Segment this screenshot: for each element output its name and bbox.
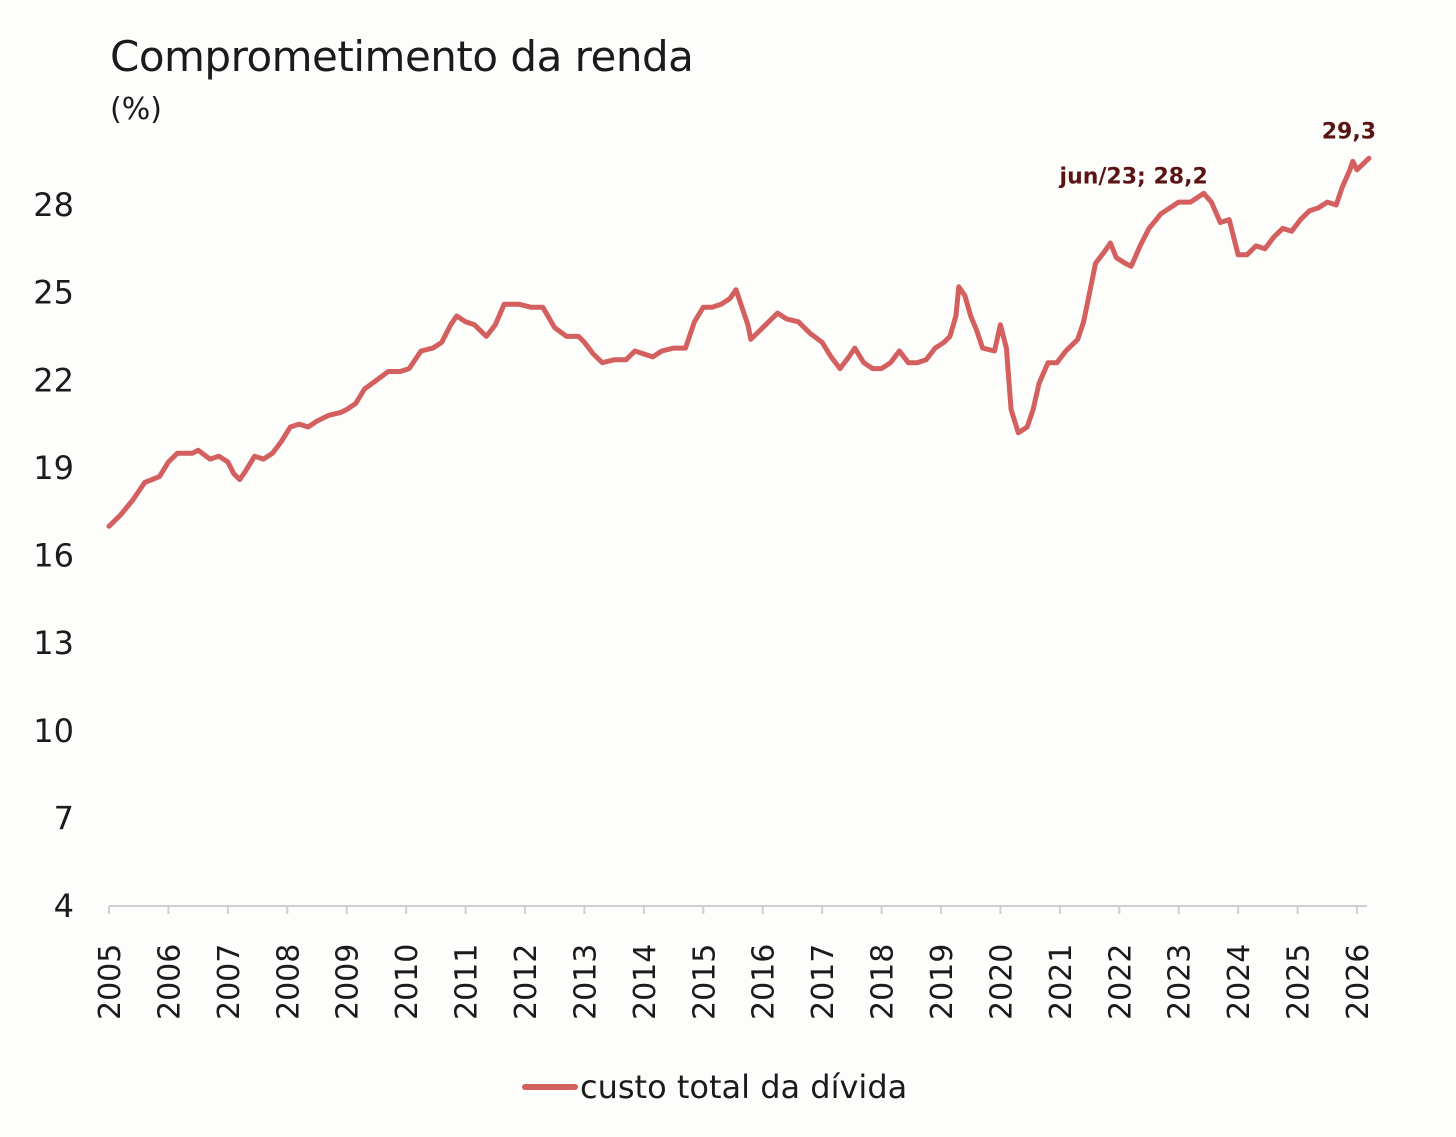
y-tick-label: 28 (33, 186, 74, 224)
series-line-0 (106, 155, 1372, 529)
x-tick-label: 2006 (152, 944, 187, 1020)
data-annotation: jun/23; 28,2 (1059, 164, 1208, 189)
x-tick-label: 2013 (568, 944, 603, 1020)
x-tick-label: 2014 (628, 944, 663, 1020)
chart-subtitle: (%) (110, 92, 162, 127)
x-tick-label: 2022 (1103, 944, 1138, 1020)
legend-swatch (522, 1084, 578, 1090)
y-tick-label: 7 (54, 799, 74, 837)
x-tick-label: 2008 (271, 944, 306, 1020)
y-tick-label: 19 (33, 449, 74, 487)
x-tick-label: 2024 (1222, 944, 1257, 1020)
x-tick-label: 2021 (1044, 944, 1079, 1020)
legend: custo total da dívida (522, 1068, 907, 1106)
x-tick-label: 2020 (984, 944, 1019, 1020)
y-tick-label: 16 (33, 537, 74, 575)
chart-title: Comprometimento da renda (110, 32, 694, 81)
x-tick-label: 2010 (390, 944, 425, 1020)
x-tick-label: 2005 (93, 944, 128, 1020)
x-axis: 2005 2006 2007 2008 2009 2010 2011 2012 2013 2014… (93, 905, 1376, 1020)
x-tick-label: 2018 (866, 944, 901, 1020)
x-tick-label: 2009 (331, 944, 366, 1020)
x-tick-label: 2023 (1163, 944, 1198, 1020)
x-tick-label: 2015 (687, 944, 722, 1020)
y-tick-label: 22 (33, 361, 74, 399)
y-tick-label: 25 (33, 274, 74, 312)
y-tick-label: 4 (54, 887, 74, 925)
x-tick-label: 2011 (450, 944, 485, 1020)
x-tick-label: 2019 (925, 944, 960, 1020)
x-tick-label: 2012 (509, 944, 544, 1020)
annotations: jun/23; 28,2 29,3 (1059, 119, 1376, 189)
x-tick-label: 2016 (747, 944, 782, 1020)
x-tick-label: 2025 (1282, 944, 1317, 1020)
x-tick-label: 2026 (1341, 944, 1376, 1020)
x-tick-label: 2017 (806, 944, 841, 1020)
y-tick-label: 10 (33, 712, 74, 750)
legend-label: custo total da dívida (580, 1068, 908, 1106)
x-tick-label: 2007 (212, 944, 247, 1020)
series-group (106, 155, 1372, 529)
y-axis-ticks: 4 7 10 13 16 19 22 25 28 (33, 186, 74, 925)
data-annotation: 29,3 (1322, 119, 1376, 144)
y-tick-label: 13 (33, 624, 74, 662)
